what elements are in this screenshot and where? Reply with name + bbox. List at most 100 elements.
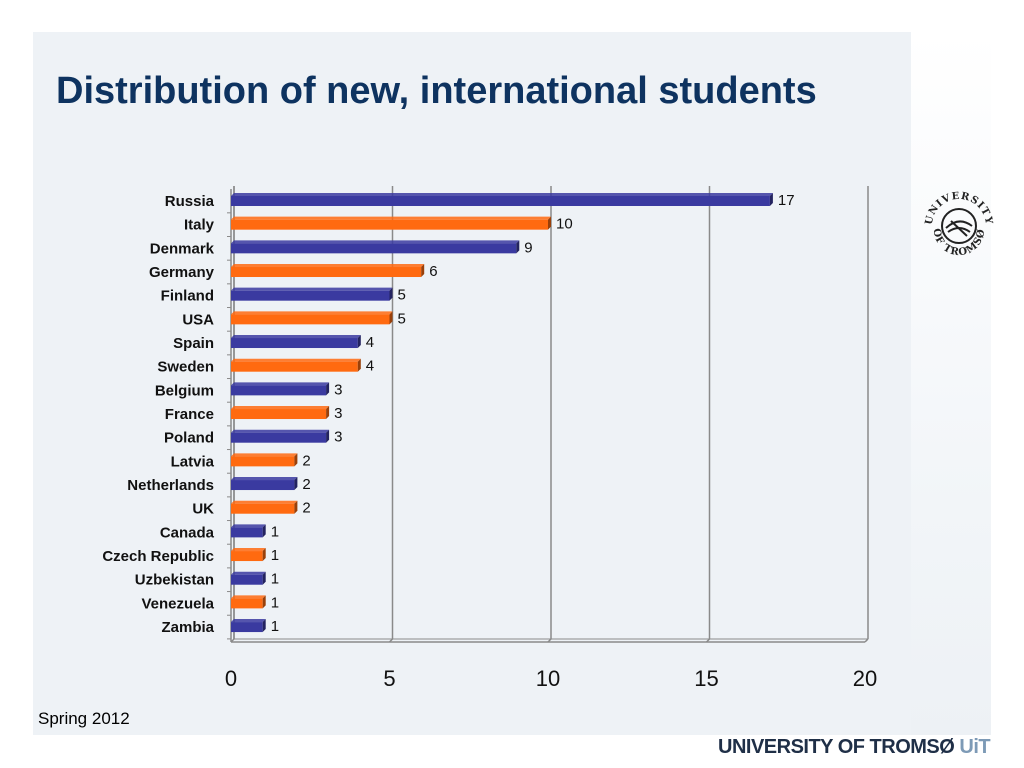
value-label: 3: [334, 381, 342, 398]
chart-gridlines: [227, 186, 869, 643]
footer-brand-suffix: UiT: [959, 736, 991, 758]
bar-top: [231, 571, 266, 575]
bar-top: [231, 500, 298, 504]
chart-bars: [231, 193, 773, 633]
x-tick-label: 10: [536, 666, 560, 691]
value-label: 1: [271, 571, 279, 588]
category-label: Finland: [161, 288, 214, 305]
bar: [231, 551, 263, 562]
bar-top: [231, 382, 330, 386]
value-label: 4: [366, 358, 374, 375]
bar-end: [326, 406, 330, 420]
category-label: Uzbekistan: [135, 572, 214, 589]
value-label: 3: [334, 429, 342, 446]
category-label: USA: [182, 311, 214, 328]
bar-end: [326, 382, 330, 396]
x-tick-label: 15: [694, 666, 718, 691]
bar: [231, 338, 358, 349]
bar-end: [548, 216, 551, 230]
category-label: Belgium: [155, 382, 214, 399]
bar-end: [389, 287, 393, 301]
bar-end: [294, 477, 298, 491]
category-label: Zambia: [161, 619, 214, 636]
bar: [231, 480, 295, 491]
category-label: France: [165, 406, 214, 423]
bar: [231, 243, 517, 254]
bar-end: [326, 429, 330, 443]
x-tick-label: 20: [853, 666, 877, 691]
x-tick-label: 0: [225, 666, 237, 691]
bar: [231, 219, 548, 230]
bar-end: [389, 311, 393, 325]
bar: [231, 456, 295, 467]
x-tick-label: 5: [383, 666, 395, 691]
category-label: Germany: [149, 264, 215, 281]
bar: [231, 622, 263, 633]
decorative-side-panel: [911, 32, 991, 735]
slide-background: [33, 32, 911, 735]
category-label: Poland: [164, 430, 214, 447]
bar-top: [231, 240, 520, 244]
bar-end: [357, 335, 361, 349]
bar-end: [516, 240, 520, 254]
value-label: 2: [302, 500, 310, 517]
footer-brand: UNIVERSITY OF TROMSØ UiT: [718, 736, 991, 759]
bar-top: [231, 406, 330, 410]
category-label: Russia: [165, 193, 215, 210]
category-label: UK: [192, 501, 214, 518]
category-label: Denmark: [150, 240, 215, 257]
bar-end: [294, 500, 298, 514]
bar-end: [421, 264, 425, 278]
bar: [231, 385, 327, 396]
bar-top: [231, 264, 425, 268]
category-label: Spain: [173, 335, 214, 352]
bar: [231, 361, 358, 372]
value-label: 3: [334, 405, 342, 422]
bar-top: [231, 548, 266, 552]
bar: [231, 267, 422, 278]
bar: [231, 598, 263, 609]
category-label: Latvia: [171, 453, 215, 470]
bar: [231, 409, 327, 420]
bar-end: [294, 453, 298, 467]
bar: [231, 290, 390, 301]
bar-top: [231, 524, 266, 528]
bar: [231, 196, 770, 206]
bar-top: [231, 453, 298, 457]
bar-end: [357, 358, 361, 372]
bar: [231, 527, 263, 538]
value-label: 2: [302, 476, 310, 493]
bar: [231, 314, 390, 325]
bar-top: [231, 311, 393, 315]
value-label: 6: [429, 263, 437, 280]
bar-top: [231, 216, 551, 220]
value-label: 5: [398, 310, 406, 327]
category-label: Canada: [160, 524, 215, 541]
bar: [231, 432, 327, 443]
bar: [231, 503, 295, 514]
bar-top: [231, 287, 393, 291]
bar-end: [262, 595, 266, 609]
value-label: 1: [271, 618, 279, 635]
bar-top: [231, 193, 773, 196]
category-label: Sweden: [157, 359, 214, 376]
category-label: Italy: [184, 217, 215, 234]
bar-end: [769, 193, 773, 206]
value-label: 1: [271, 523, 279, 540]
value-label: 5: [398, 287, 406, 304]
university-seal-logo: UNIVERSITY OF TROMSØ: [924, 191, 993, 259]
bar-top: [231, 335, 361, 339]
bar: [231, 574, 263, 585]
slide-title: Distribution of new, international stude…: [56, 70, 817, 112]
value-label: 2: [302, 452, 310, 469]
value-label: 1: [271, 594, 279, 611]
bar-end: [262, 619, 266, 633]
bar-top: [231, 619, 266, 623]
bar-top: [231, 358, 361, 362]
value-label: 10: [556, 216, 573, 233]
value-label: 17: [778, 192, 795, 209]
bar-top: [231, 429, 330, 433]
bar-top: [231, 477, 298, 481]
